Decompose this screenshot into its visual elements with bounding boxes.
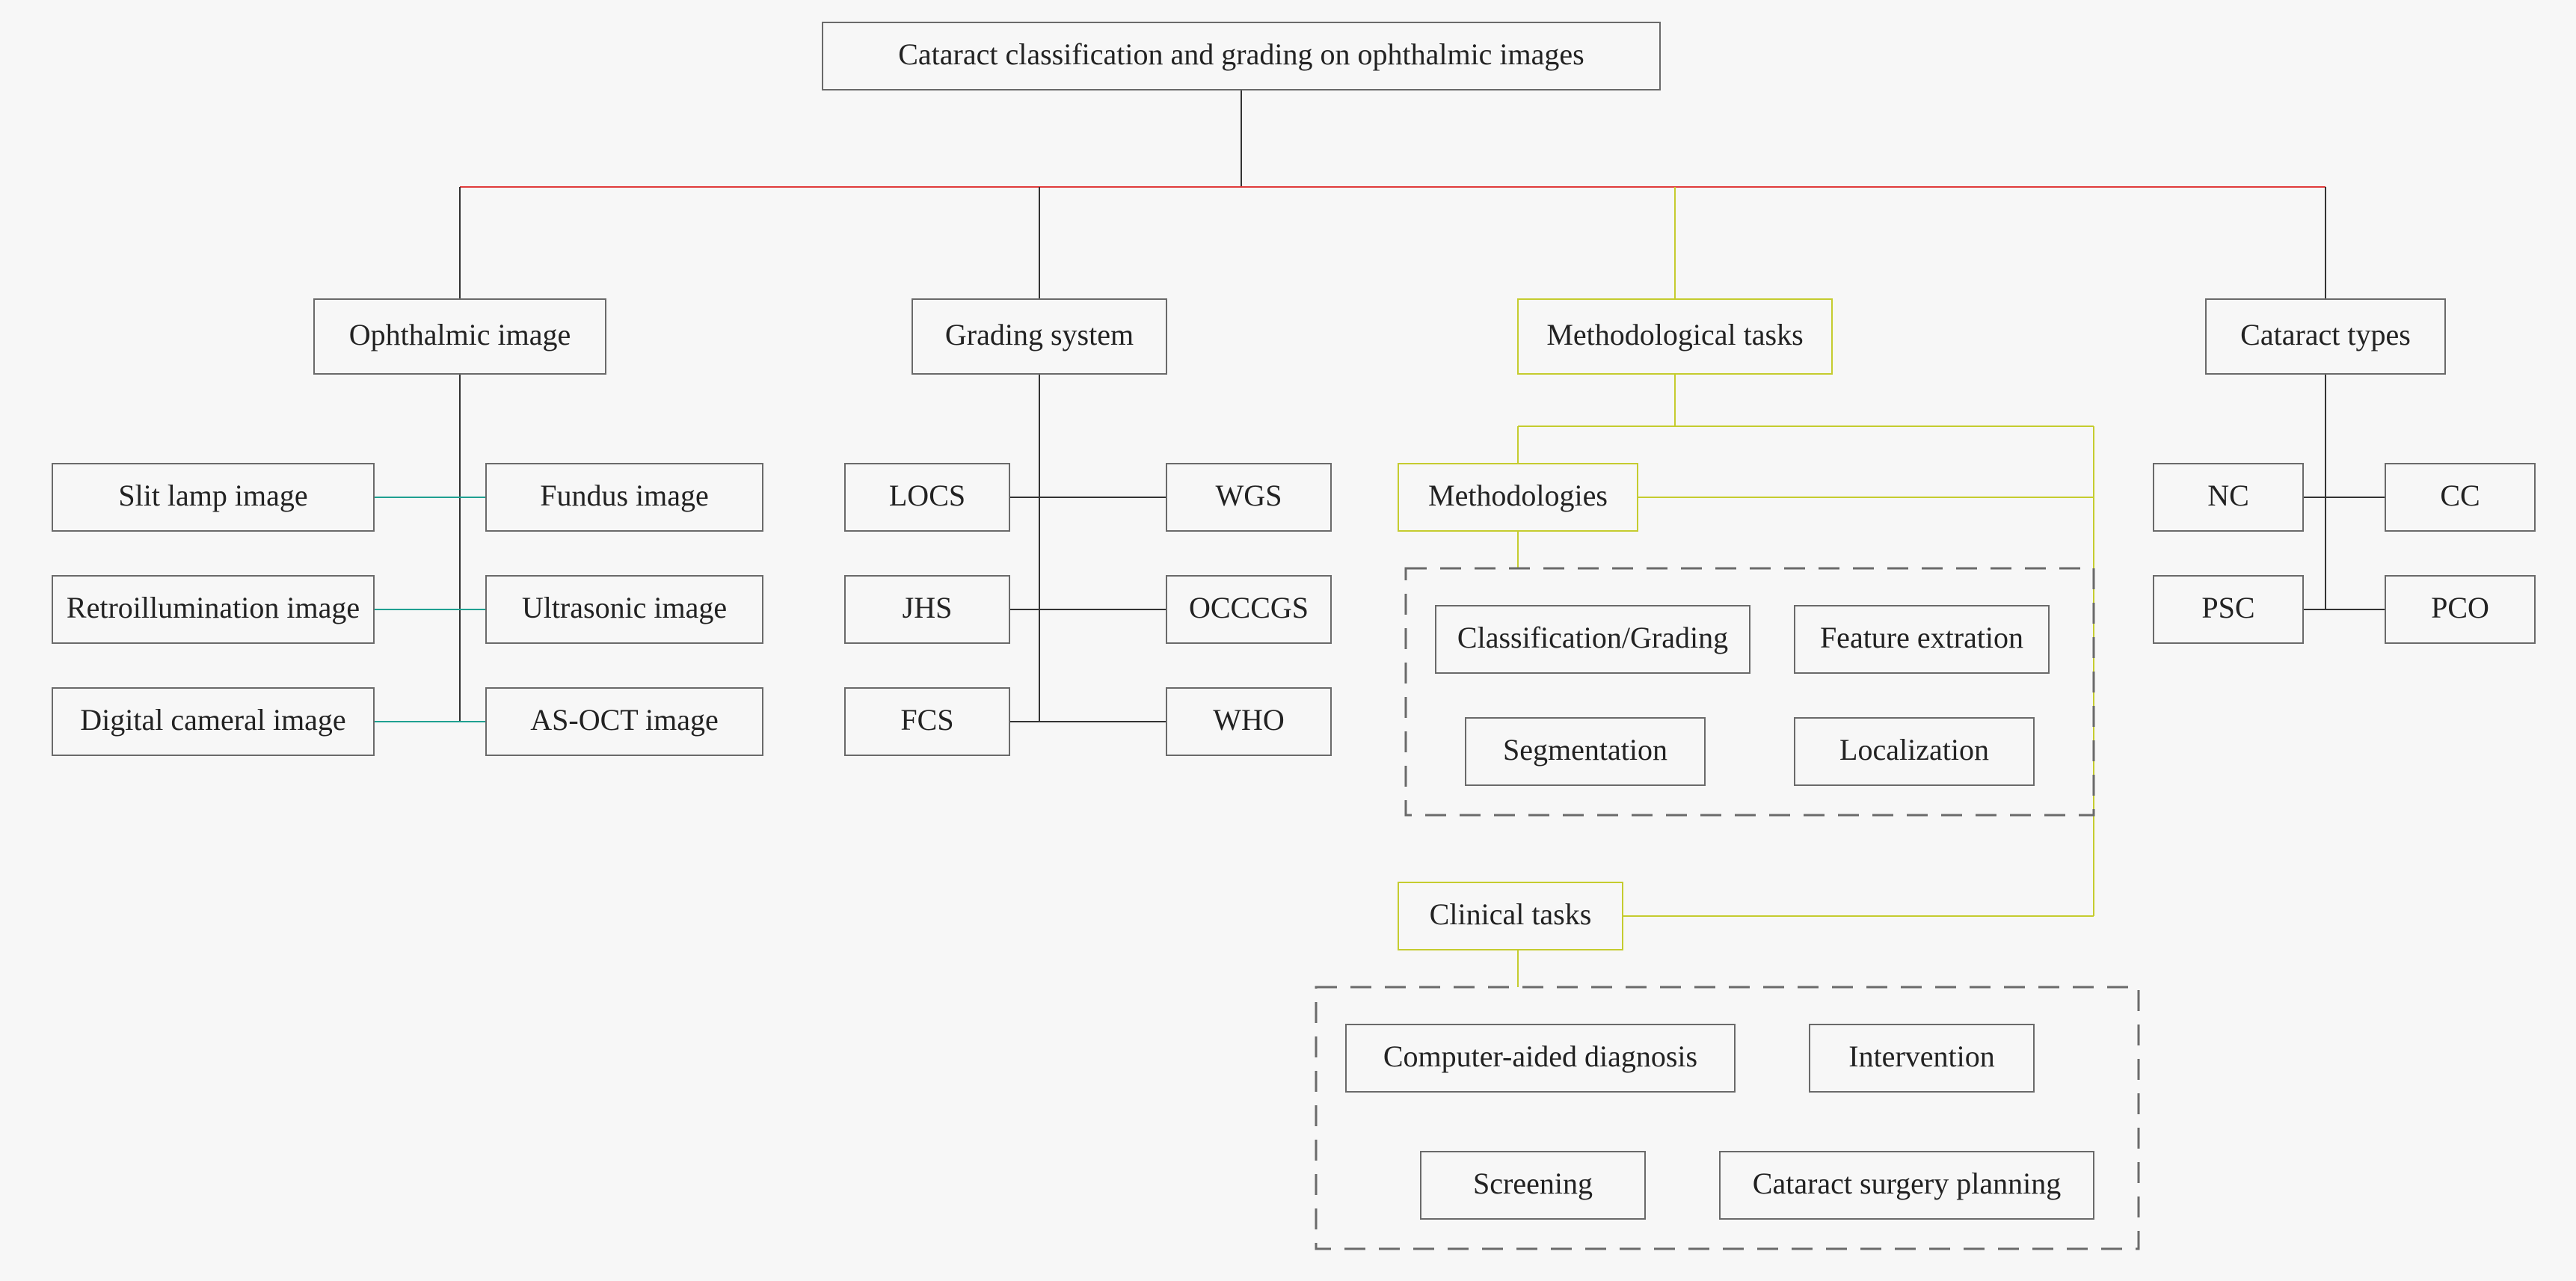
node-label: Screening — [1473, 1167, 1593, 1200]
node-surgery: Cataract surgery planning — [1720, 1152, 2094, 1219]
node-retro: Retroillumination image — [52, 576, 374, 643]
node-ophthalmic: Ophthalmic image — [314, 299, 606, 374]
node-psc: PSC — [2154, 576, 2303, 643]
node-label: FCS — [900, 703, 953, 737]
node-label: Classification/Grading — [1457, 621, 1728, 654]
node-label: Digital cameral image — [80, 703, 345, 737]
node-segmentation: Segmentation — [1466, 718, 1705, 785]
node-classgrad: Classification/Grading — [1436, 606, 1750, 673]
node-label: Cataract surgery planning — [1753, 1167, 2061, 1200]
nodes: Cataract classification and grading on o… — [52, 22, 2535, 1219]
node-nc: NC — [2154, 464, 2303, 531]
node-pco: PCO — [2385, 576, 2535, 643]
node-slit: Slit lamp image — [52, 464, 374, 531]
node-label: Clinical tasks — [1430, 897, 1592, 931]
node-label: NC — [2207, 479, 2249, 512]
node-label: Methodologies — [1428, 479, 1608, 512]
node-asoct: AS-OCT image — [486, 688, 763, 755]
node-cad: Computer-aided diagnosis — [1346, 1025, 1735, 1092]
node-fcs: FCS — [845, 688, 1009, 755]
node-label: Cataract types — [2240, 318, 2411, 351]
node-label: WHO — [1213, 703, 1285, 737]
node-label: Methodological tasks — [1546, 318, 1803, 351]
node-who: WHO — [1166, 688, 1331, 755]
node-label: Intervention — [1848, 1039, 1995, 1073]
node-wgs: WGS — [1166, 464, 1331, 531]
hierarchy-diagram: Cataract classification and grading on o… — [0, 0, 2576, 1281]
node-label: JHS — [903, 591, 953, 624]
node-label: Feature extration — [1820, 621, 2023, 654]
node-grading: Grading system — [912, 299, 1166, 374]
node-featext: Feature extration — [1795, 606, 2049, 673]
node-label: Ophthalmic image — [349, 318, 571, 351]
node-label: LOCS — [889, 479, 965, 512]
node-label: Fundus image — [540, 479, 709, 512]
node-label: CC — [2440, 479, 2480, 512]
node-cataract_types: Cataract types — [2206, 299, 2445, 374]
node-clinical: Clinical tasks — [1398, 882, 1623, 950]
node-label: PCO — [2431, 591, 2489, 624]
node-cc: CC — [2385, 464, 2535, 531]
node-method_tasks: Methodological tasks — [1518, 299, 1832, 374]
node-label: AS-OCT image — [530, 703, 718, 737]
node-digital: Digital cameral image — [52, 688, 374, 755]
node-localization: Localization — [1795, 718, 2034, 785]
node-jhs: JHS — [845, 576, 1009, 643]
node-label: WGS — [1216, 479, 1282, 512]
node-label: Computer-aided diagnosis — [1383, 1039, 1697, 1073]
edges — [374, 90, 2385, 987]
node-ultra: Ultrasonic image — [486, 576, 763, 643]
node-fundus: Fundus image — [486, 464, 763, 531]
node-label: Localization — [1839, 733, 1989, 767]
node-label: PSC — [2201, 591, 2254, 624]
node-label: Retroillumination image — [67, 591, 360, 624]
node-methodologies: Methodologies — [1398, 464, 1638, 531]
node-intervention: Intervention — [1810, 1025, 2034, 1092]
node-label: Grading system — [945, 318, 1134, 351]
node-label: Ultrasonic image — [522, 591, 727, 624]
node-label: Cataract classification and grading on o… — [898, 37, 1584, 71]
node-label: Slit lamp image — [118, 479, 307, 512]
node-locs: LOCS — [845, 464, 1009, 531]
node-root: Cataract classification and grading on o… — [823, 22, 1660, 90]
node-occcgs: OCCCGS — [1166, 576, 1331, 643]
node-label: OCCCGS — [1189, 591, 1309, 624]
node-screening: Screening — [1421, 1152, 1645, 1219]
node-label: Segmentation — [1503, 733, 1667, 767]
